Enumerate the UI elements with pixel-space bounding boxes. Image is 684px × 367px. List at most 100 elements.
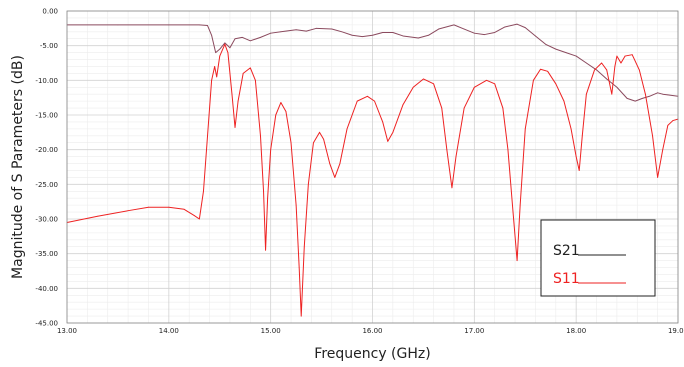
y-tick-label: -45.00: [35, 320, 58, 328]
data-point-s11: [657, 177, 659, 178]
data-point-s21: [535, 35, 536, 37]
data-point-s11: [374, 100, 375, 102]
data-point-s21: [494, 32, 496, 33]
data-point-s11: [127, 210, 129, 212]
data-point-s11: [234, 127, 236, 128]
data-point-s11: [242, 73, 244, 74]
x-axis-title: Frequency (GHz): [314, 346, 430, 362]
data-point-s21: [438, 28, 440, 30]
data-point-s11: [237, 100, 239, 102]
data-point-s11: [507, 149, 509, 151]
data-point-s21: [198, 24, 200, 26]
data-point-s21: [331, 28, 333, 30]
data-point-s11: [148, 206, 149, 208]
data-point-s21: [649, 95, 650, 97]
data-point-s21: [417, 37, 419, 39]
data-point-s11: [578, 170, 580, 171]
data-point-s11: [645, 93, 646, 95]
data-point-s21: [392, 32, 394, 33]
y-axis-title: Magnitude of S Parameters (dB): [10, 55, 26, 279]
data-point-s11: [313, 142, 314, 144]
data-point-s21: [402, 35, 404, 37]
y-tick-label: -5.00: [40, 42, 58, 50]
data-point-s21: [260, 36, 261, 38]
data-point-s11: [298, 267, 300, 268]
data-point-s21: [428, 34, 429, 36]
data-point-s11: [387, 140, 389, 142]
data-point-s21: [215, 52, 217, 53]
y-tick-label: -15.00: [35, 112, 58, 120]
data-point-s11: [519, 204, 521, 206]
data-point-s11: [275, 114, 277, 116]
y-tick-label: 0.00: [42, 8, 58, 16]
data-point-s11: [631, 54, 633, 56]
data-point-s11: [473, 86, 475, 88]
data-point-s11: [267, 197, 269, 199]
data-point-s11: [585, 93, 587, 95]
data-point-s11: [433, 83, 434, 85]
data-point-s11: [555, 83, 557, 85]
data-point-s21: [361, 36, 363, 38]
data-point-s11: [346, 128, 348, 130]
data-point-s11: [265, 249, 266, 251]
data-point-s11: [620, 62, 622, 64]
series-line-s11: [66, 43, 679, 317]
data-point-s21: [270, 32, 272, 34]
data-point-s11: [227, 52, 229, 53]
x-tick-label: 14.00: [159, 327, 179, 335]
plot-frame: [66, 10, 679, 324]
data-point-s11: [594, 69, 595, 71]
data-point-s11: [441, 107, 443, 109]
data-point-s11: [652, 135, 653, 137]
data-point-s21: [606, 78, 608, 80]
data-point-s11: [616, 55, 618, 57]
data-point-s21: [372, 34, 373, 36]
data-point-s11: [203, 190, 204, 192]
data-point-s21: [280, 31, 282, 33]
data-point-s11: [260, 135, 261, 137]
legend-label-s11: S11: [553, 271, 580, 287]
data-point-s11: [183, 208, 185, 210]
y-tick-label: -25.00: [35, 181, 58, 189]
data-point-s21: [626, 97, 628, 99]
data-point-s11: [512, 211, 514, 213]
data-point-s11: [214, 66, 216, 67]
data-point-s11: [231, 93, 233, 95]
data-point-s11: [601, 62, 603, 64]
data-point-s11: [211, 79, 213, 81]
data-point-s11: [494, 83, 496, 85]
data-point-s11: [97, 215, 98, 217]
data-point-s21: [616, 86, 618, 88]
data-point-s21: [229, 47, 231, 49]
y-tick-labels: 0.00 -5.00 -10.00 -15.00 -20.00 -25.00 -30.00 -…: [35, 8, 58, 328]
data-point-s21: [516, 23, 518, 25]
data-point-s11: [533, 79, 534, 81]
y-tick-label: -20.00: [35, 146, 58, 154]
data-point-s21: [117, 24, 119, 26]
data-point-s11: [455, 156, 457, 158]
data-point-s11: [486, 79, 487, 81]
data-point-s11: [307, 183, 309, 185]
data-point-s21: [463, 28, 465, 30]
data-point-s11: [451, 187, 453, 189]
data-point-s11: [667, 125, 669, 126]
data-point-s21: [662, 93, 664, 95]
data-point-s21: [555, 48, 557, 50]
data-point-s11: [319, 131, 320, 133]
y-tick-label: -40.00: [35, 285, 58, 293]
legend-label-s21: S21: [553, 243, 580, 259]
y-tick-label: -10.00: [35, 77, 58, 85]
data-point-s21: [249, 40, 251, 42]
data-point-s11: [412, 86, 414, 88]
data-point-s11: [168, 206, 170, 208]
data-point-s21: [585, 62, 587, 64]
data-point-s11: [662, 149, 664, 151]
data-point-s11: [606, 69, 608, 71]
data-point-s21: [295, 29, 297, 31]
data-point-s11: [290, 142, 292, 144]
data-point-s21: [596, 69, 597, 71]
data-point-s21: [219, 48, 221, 50]
data-point-s21: [341, 31, 343, 33]
data-point-s11: [356, 100, 358, 102]
data-point-s21: [351, 34, 353, 36]
